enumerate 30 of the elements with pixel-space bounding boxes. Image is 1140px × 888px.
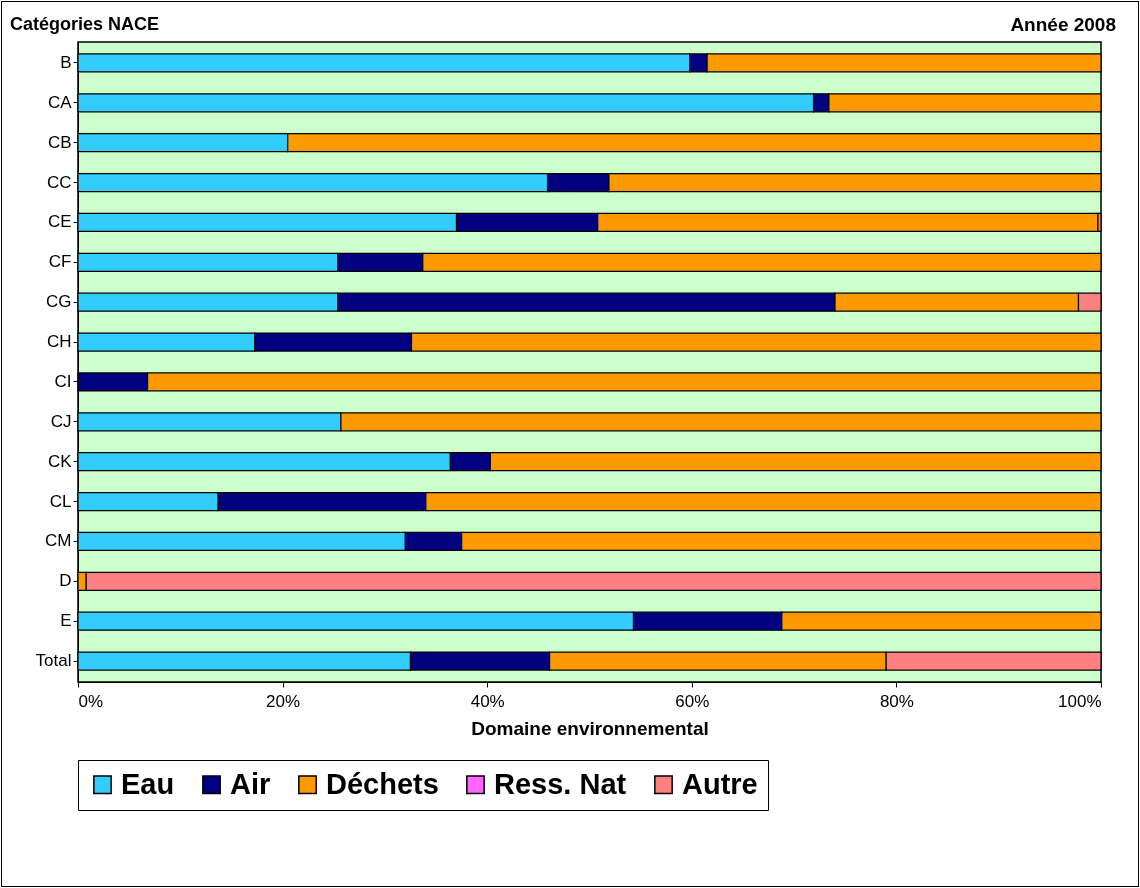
- y-tick-label: CB: [47, 132, 72, 152]
- chart-subtitle: Année 2008: [1010, 14, 1116, 36]
- y-tick-label: CC: [46, 172, 72, 192]
- x-tick-label: 20%: [266, 691, 301, 711]
- legend-label: Déchets: [326, 767, 439, 800]
- y-tick-label: CM: [45, 531, 72, 551]
- x-axis-title: Domaine environnemental: [471, 717, 709, 739]
- y-tick-label: CE: [47, 212, 72, 232]
- y-tick-label: B: [60, 52, 72, 72]
- chart-title: Catégories NACE: [10, 14, 160, 34]
- x-tick-label: 60%: [675, 691, 710, 711]
- y-tick-label: CL: [49, 491, 72, 511]
- legend-label: Ress. Nat: [494, 767, 627, 800]
- x-tick-label: 100%: [1058, 691, 1102, 711]
- y-tick-label: E: [60, 611, 72, 631]
- x-tick-label: 0%: [78, 691, 104, 711]
- x-tick-label: 80%: [879, 691, 914, 711]
- y-tick-label: CF: [48, 252, 72, 272]
- x-tick-label: 40%: [470, 691, 505, 711]
- y-tick-label: CI: [54, 371, 72, 391]
- legend-label: Air: [230, 767, 271, 800]
- y-tick-label: CG: [46, 292, 72, 312]
- y-tick-label: Total: [35, 651, 72, 671]
- y-tick-label: D: [59, 571, 72, 591]
- y-tick-label: CH: [46, 332, 72, 352]
- legend-label: Autre: [682, 767, 758, 800]
- y-tick-label: CA: [47, 92, 73, 112]
- y-tick-label: CJ: [50, 411, 72, 431]
- y-tick-label: CK: [47, 451, 73, 471]
- legend-label: Eau: [121, 767, 175, 800]
